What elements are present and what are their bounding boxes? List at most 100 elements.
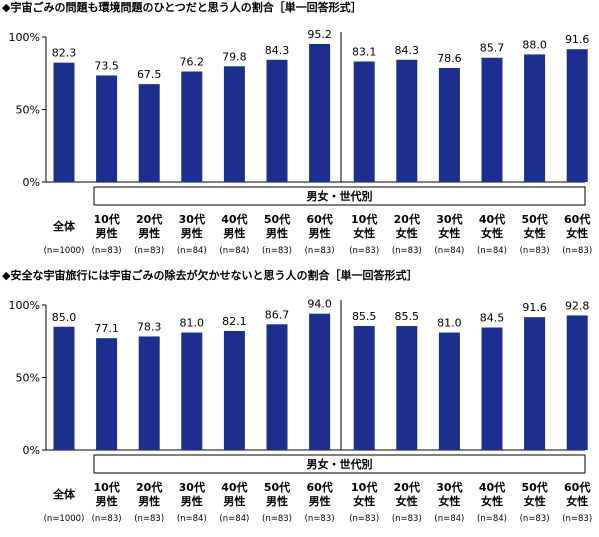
bar — [181, 332, 203, 450]
category-label-line2: 男性 — [96, 226, 118, 240]
sample-size-label: (n=83) — [134, 246, 164, 256]
sample-size-label: (n=83) — [562, 246, 592, 256]
bar — [223, 66, 245, 182]
category-label-line2: 女性 — [438, 226, 460, 240]
y-tick-label: 50% — [16, 372, 40, 385]
sample-size-label: (n=84) — [477, 514, 507, 524]
data-label: 81.0 — [180, 317, 205, 330]
category-label-line1: 20代 — [136, 480, 162, 494]
data-label: 78.3 — [137, 320, 162, 333]
bar — [353, 326, 375, 450]
category-label-line1: 30代 — [436, 212, 462, 226]
chart-space-travel-removal: ◆安全な宇宙旅行には宇宙ごみの除去が欠かせないと思う人の割合［単一回答形式］ 0%… — [2, 268, 592, 524]
bar — [438, 68, 460, 182]
category-label-line2: 男性 — [223, 494, 245, 508]
y-tick-label: 100% — [9, 299, 40, 312]
sample-size-label: (n=1000) — [44, 514, 85, 524]
sample-size-label: (n=83) — [92, 246, 122, 256]
category-label-line2: 女性 — [566, 494, 588, 508]
category-label-line2: 女性 — [353, 494, 375, 508]
data-label: 67.5 — [137, 68, 162, 81]
sample-size-label: (n=84) — [434, 514, 464, 524]
sample-size-label: (n=84) — [219, 514, 249, 524]
category-label-line2: 男性 — [266, 226, 288, 240]
group-label-box — [93, 454, 586, 474]
sample-size-label: (n=84) — [434, 246, 464, 256]
group-label: 男女・世代別 — [307, 457, 373, 471]
bar — [566, 49, 588, 183]
category-label-line1: 10代 — [351, 480, 377, 494]
category-label-line2: 女性 — [438, 494, 460, 508]
data-label: 82.1 — [222, 315, 247, 328]
data-label: 82.3 — [52, 47, 77, 60]
category-label-line1: 30代 — [179, 480, 205, 494]
sample-size-label: (n=83) — [262, 246, 292, 256]
category-label-line1: 20代 — [394, 212, 420, 226]
bar — [438, 332, 460, 450]
sample-size-label: (n=83) — [134, 514, 164, 524]
category-label-line1: 30代 — [179, 212, 205, 226]
category-label-line2: 男性 — [96, 494, 118, 508]
chart-title: ◆宇宙ごみの問題も環境問題のひとつだと思う人の割合［単一回答形式］ — [2, 0, 362, 14]
chart-title: ◆安全な宇宙旅行には宇宙ごみの除去が欠かせないと思う人の割合［単一回答形式］ — [2, 268, 417, 282]
data-label: 88.0 — [522, 38, 547, 51]
category-label-line1: 10代 — [93, 212, 119, 226]
data-label: 92.8 — [565, 299, 590, 312]
sample-size-label: (n=83) — [520, 514, 550, 524]
bar — [53, 326, 75, 450]
bar — [353, 61, 375, 182]
sample-size-label: (n=83) — [349, 246, 379, 256]
sample-size-label: (n=84) — [219, 246, 249, 256]
sample-size-label: (n=83) — [520, 246, 550, 256]
category-label-line2: 男性 — [181, 226, 203, 240]
category-label-line2: 女性 — [524, 494, 546, 508]
data-label: 83.1 — [352, 46, 377, 59]
sample-size-label: (n=83) — [392, 246, 422, 256]
category-label-line1: 60代 — [306, 212, 332, 226]
sample-size-label: (n=83) — [305, 246, 335, 256]
category-label-line1: 10代 — [93, 480, 119, 494]
category-label: 全体 — [52, 487, 76, 501]
category-label-line2: 女性 — [566, 226, 588, 240]
bar — [96, 338, 118, 450]
bar — [396, 59, 418, 182]
category-label-line2: 男性 — [266, 494, 288, 508]
bar — [524, 54, 546, 182]
bar — [309, 313, 331, 450]
y-tick-label: 50% — [16, 104, 40, 117]
category-label-line1: 50代 — [521, 212, 547, 226]
data-label: 91.6 — [565, 33, 590, 46]
data-label: 84.3 — [265, 44, 290, 57]
bar — [524, 317, 546, 450]
category-label-line1: 60代 — [306, 480, 332, 494]
chart-environment-problem: ◆宇宙ごみの問題も環境問題のひとつだと思う人の割合［単一回答形式］ 0% 50% 10… — [2, 0, 592, 256]
sample-size-label: (n=1000) — [44, 246, 85, 256]
category-label-line2: 女性 — [353, 226, 375, 240]
bar — [96, 75, 118, 182]
category-label-line2: 男性 — [138, 494, 160, 508]
sample-size-label: (n=83) — [349, 514, 379, 524]
data-label: 78.6 — [437, 52, 462, 65]
data-label: 85.5 — [395, 310, 420, 323]
data-label: 85.0 — [52, 311, 77, 324]
category-label-line1: 30代 — [436, 480, 462, 494]
category-label-line1: 20代 — [136, 212, 162, 226]
data-label: 73.5 — [94, 59, 119, 72]
bar — [481, 327, 503, 450]
bar — [181, 71, 203, 182]
category-label-line2: 女性 — [524, 226, 546, 240]
data-label: 81.0 — [437, 317, 462, 330]
data-label: 94.0 — [307, 298, 332, 311]
group-label-box — [93, 186, 586, 206]
bar — [138, 84, 160, 182]
category-label-line1: 40代 — [221, 480, 247, 494]
sample-size-label: (n=83) — [92, 514, 122, 524]
category-label-line2: 女性 — [481, 494, 503, 508]
data-label: 77.1 — [94, 322, 119, 335]
sample-size-label: (n=83) — [562, 514, 592, 524]
bar — [396, 326, 418, 450]
sample-size-label: (n=83) — [392, 514, 422, 524]
data-label: 91.6 — [522, 301, 547, 314]
category-label-line2: 女性 — [396, 226, 418, 240]
